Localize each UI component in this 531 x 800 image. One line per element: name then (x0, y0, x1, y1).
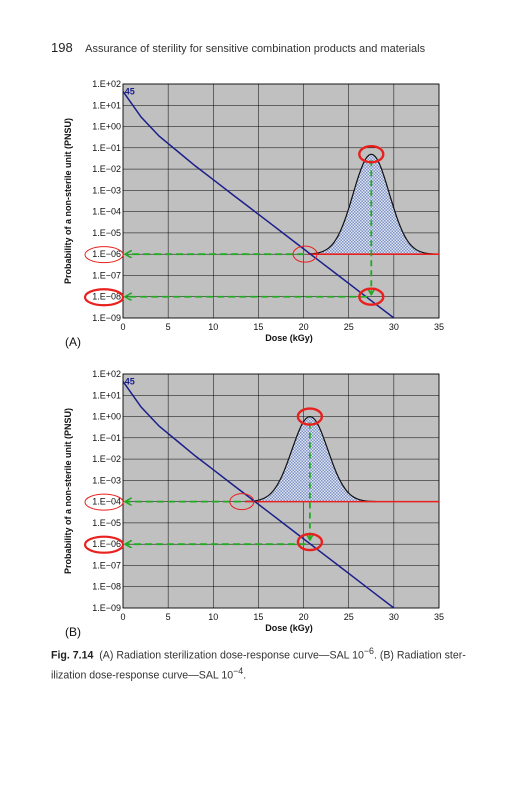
y-tick-label: 1.E−08 (92, 292, 121, 302)
y-tick-label: 1.E−08 (92, 582, 121, 592)
endpoint-circle (296, 532, 324, 552)
bell-fill (244, 416, 376, 502)
y-tick-label: 1.E−03 (92, 185, 121, 195)
y-tick-label: 1.E+00 (92, 122, 121, 132)
intersection-circle (229, 493, 255, 511)
page-number: 198 (51, 40, 73, 55)
y-tick-label: 1.E−07 (92, 560, 121, 570)
y-tick-label: 1.E−01 (92, 143, 121, 153)
caption-end: . (243, 669, 247, 682)
tick-circle (83, 288, 125, 307)
dose-response-curve (123, 90, 396, 318)
y-tick-label: 1.E−02 (92, 164, 121, 174)
y-tick-label: 1.E−09 (92, 313, 121, 323)
x-tick-label: 30 (389, 612, 399, 622)
y-tick-label: 1.E+00 (92, 412, 121, 422)
figure-caption: Fig. 7.14 (A) Radiation sterilization do… (51, 644, 471, 683)
x-axis-title: Dose (kGy) (265, 333, 313, 343)
x-tick-label: 5 (166, 322, 171, 332)
x-tick-label: 30 (389, 322, 399, 332)
x-tick-label: 15 (253, 612, 263, 622)
endpoint-circle (358, 287, 385, 306)
x-tick-label: 10 (208, 612, 218, 622)
x-tick-label: 35 (434, 322, 444, 332)
panel-label: (A) (65, 335, 81, 349)
caption-label: Fig. 7.14 (51, 649, 94, 662)
x-tick-label: 10 (208, 322, 218, 332)
y-tick-label: 1.E−07 (92, 270, 121, 280)
tick-circle (84, 493, 124, 511)
tick-circle (84, 246, 124, 264)
page-header: 198 Assurance of sterility for sensitive… (51, 40, 425, 55)
y-tick-label: 1.E−02 (92, 454, 121, 464)
chart-b: 1.E+02 1.E+01 1.E+00 1.E−01 1.E−02 1.E−03 1.E−… (63, 369, 444, 639)
panel-label: (B) (65, 625, 81, 639)
x-tick-label: 0 (120, 612, 125, 622)
x-tick-label: 25 (344, 612, 354, 622)
start-label: 45 (125, 377, 135, 387)
peak-circle (358, 144, 385, 164)
y-axis-title: Probability of a non-sterile unit (PNSU) (63, 118, 73, 284)
x-tick-label: 0 (120, 322, 125, 332)
start-label: 45 (125, 87, 135, 97)
y-tick-label: 1.E−04 (92, 497, 121, 507)
y-tick-label: 1.E−01 (92, 433, 121, 443)
x-tick-label: 20 (299, 612, 309, 622)
x-tick-label: 20 (299, 322, 309, 332)
running-title: Assurance of sterility for sensitive com… (85, 43, 426, 55)
chart-a: 1.E+02 1.E+01 1.E+00 1.E−01 1.E−02 1.E−03 1.E−… (63, 79, 444, 349)
tick-circle (83, 535, 125, 554)
caption-exp-a: −6 (363, 646, 374, 656)
x-axis-title: Dose (kGy) (265, 623, 313, 633)
caption-part-b: . (B) Radiation ster-ilization dose-resp… (51, 649, 466, 682)
y-tick-label: 1.E−03 (92, 475, 121, 485)
bell-curve (244, 415, 376, 503)
y-tick-label: 1.E−09 (92, 603, 121, 613)
dose-response-curve (123, 380, 396, 608)
y-tick-label: 1.E+01 (92, 100, 121, 110)
y-axis-title: Probability of a non-sterile unit (PNSU) (63, 408, 73, 574)
y-tick-label: 1.E+02 (92, 79, 121, 89)
y-tick-label: 1.E−05 (92, 228, 121, 238)
x-tick-label: 25 (344, 322, 354, 332)
x-tick-label: 15 (253, 322, 263, 332)
y-tick-label: 1.E−06 (92, 249, 121, 259)
y-tick-label: 1.E−06 (92, 539, 121, 549)
y-tick-label: 1.E−05 (92, 518, 121, 528)
intersection-circle (292, 245, 318, 263)
x-tick-label: 5 (166, 612, 171, 622)
bell-curve (308, 153, 435, 255)
caption-exp-b: −4 (233, 665, 244, 676)
y-tick-label: 1.E+02 (92, 369, 121, 379)
caption-part-a: (A) Radiation sterilization dose-respons… (99, 649, 364, 662)
x-tick-label: 35 (434, 612, 444, 622)
y-tick-label: 1.E+01 (92, 390, 121, 400)
peak-circle (296, 407, 324, 426)
y-tick-label: 1.E−04 (92, 207, 121, 217)
